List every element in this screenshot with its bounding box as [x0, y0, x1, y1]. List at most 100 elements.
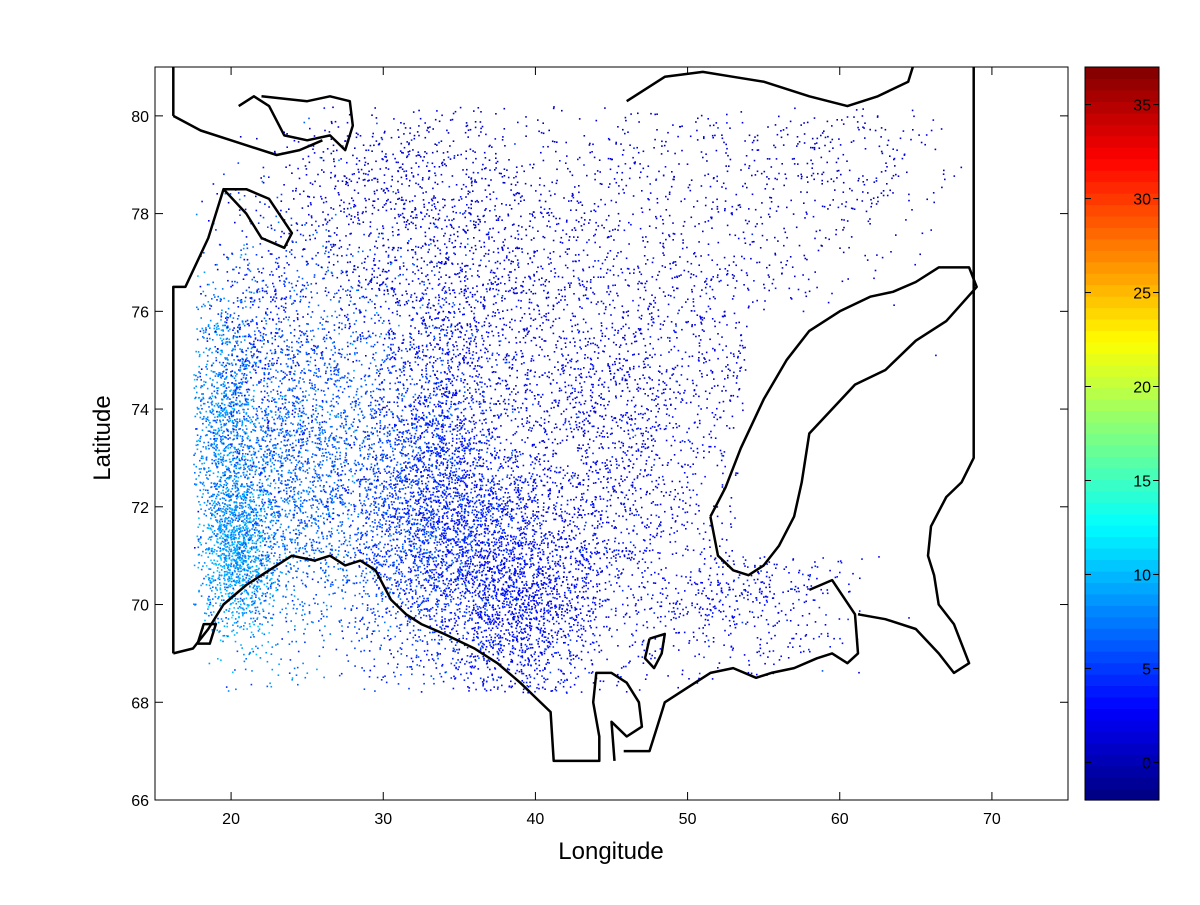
data-point [255, 565, 258, 568]
data-point [236, 300, 239, 302]
data-point [207, 573, 209, 576]
data-point [202, 417, 205, 420]
data-point [382, 400, 384, 403]
data-point [337, 389, 340, 392]
data-point [322, 245, 324, 247]
data-point [238, 386, 241, 388]
data-point [340, 414, 342, 417]
data-point [210, 482, 213, 484]
data-point [321, 455, 323, 457]
data-point [208, 547, 210, 549]
data-point [310, 514, 313, 516]
data-point [270, 482, 272, 485]
data-point [235, 336, 237, 338]
data-point [336, 514, 339, 516]
data-point [233, 501, 235, 504]
data-point [215, 373, 218, 375]
data-point [349, 427, 351, 430]
data-point [236, 495, 238, 498]
data-point [426, 530, 428, 533]
data-point [264, 520, 266, 523]
data-point [226, 429, 229, 432]
data-point [297, 349, 300, 352]
data-point [244, 549, 246, 552]
data-point [316, 475, 318, 478]
data-point [216, 404, 219, 406]
data-point [223, 385, 226, 388]
data-point [229, 583, 232, 586]
data-point [297, 353, 299, 355]
data-point [267, 506, 269, 509]
data-point [212, 413, 215, 416]
data-point [337, 474, 340, 477]
data-point [343, 575, 345, 577]
data-point [268, 632, 270, 634]
data-point [378, 630, 380, 632]
data-point [355, 469, 357, 472]
data-point [222, 324, 224, 327]
data-point [268, 501, 271, 503]
data-point [214, 331, 217, 334]
data-point [280, 473, 283, 476]
data-point [238, 412, 241, 415]
data-point [200, 584, 202, 587]
data-point [312, 453, 314, 455]
data-point [268, 535, 270, 537]
data-point [219, 584, 222, 587]
data-point [217, 617, 219, 620]
data-point [257, 494, 260, 497]
data-point [235, 554, 238, 557]
data-point [247, 453, 249, 456]
data-point [249, 585, 251, 587]
data-point [203, 501, 206, 504]
data-point [336, 379, 339, 382]
data-point [199, 471, 202, 474]
data-point [217, 387, 220, 389]
data-point [423, 455, 425, 458]
data-point [354, 647, 356, 650]
data-point [254, 452, 256, 455]
data-point [198, 562, 200, 564]
data-point [299, 401, 302, 403]
data-point [305, 500, 308, 502]
data-point [302, 395, 304, 398]
data-point [247, 408, 249, 410]
data-point [358, 419, 360, 421]
data-point [400, 472, 402, 474]
data-point [207, 492, 209, 494]
data-point [327, 475, 330, 478]
data-point [379, 648, 381, 651]
data-point [324, 440, 326, 443]
data-point [277, 674, 280, 676]
data-point [214, 500, 216, 503]
data-point [342, 512, 344, 515]
data-point [347, 319, 349, 322]
data-point [286, 613, 288, 615]
data-point [242, 502, 244, 505]
data-point [394, 635, 396, 638]
data-point [459, 611, 461, 613]
data-point [244, 455, 246, 458]
data-point [207, 599, 209, 601]
data-point [401, 447, 404, 449]
data-point [353, 510, 356, 513]
data-point [223, 567, 226, 569]
data-point [206, 418, 209, 421]
data-point [236, 452, 238, 454]
data-point [307, 493, 310, 495]
data-point [193, 387, 196, 389]
data-point [303, 432, 305, 435]
data-point [239, 420, 241, 422]
data-point [262, 539, 264, 541]
data-point [262, 337, 264, 339]
data-point [252, 526, 254, 528]
data-point [319, 434, 321, 436]
data-point [264, 567, 267, 569]
data-point [323, 364, 326, 366]
data-point [205, 565, 208, 567]
data-point [346, 353, 349, 356]
data-point [299, 445, 302, 447]
data-point [373, 509, 375, 511]
data-point [238, 567, 240, 569]
data-point [342, 579, 344, 581]
